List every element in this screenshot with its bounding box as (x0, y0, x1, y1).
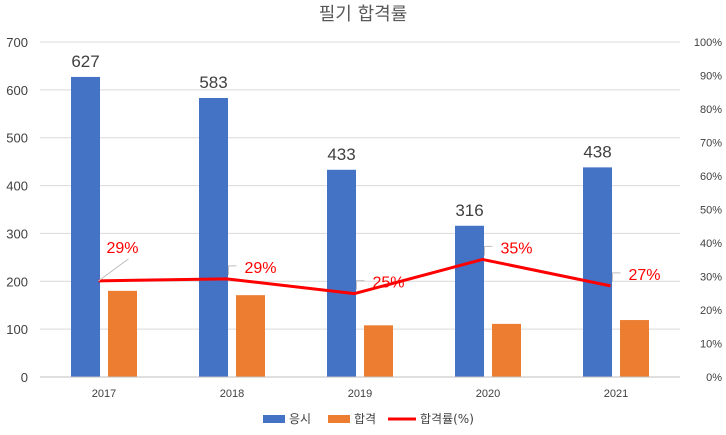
y-right-tick-label: 60% (700, 171, 722, 183)
y-right-tick-label: 100% (694, 37, 722, 49)
y-right-tick-label: 0% (706, 372, 722, 384)
x-tick-label: 2018 (220, 388, 244, 400)
bar-data-label: 627 (71, 52, 99, 71)
legend-label-passed: 합격 (354, 412, 376, 426)
bar-applicants (71, 76, 100, 377)
rate-data-label: 29% (245, 260, 277, 277)
y-right-tick-label: 10% (700, 339, 722, 351)
legend-label-rate: 합격률(%) (420, 412, 474, 426)
bar-applicants (455, 225, 484, 377)
bar-passed (620, 320, 649, 377)
bar-passed (108, 290, 137, 377)
y-left-tick-label: 200 (6, 274, 28, 289)
rate-leader-line (356, 280, 365, 290)
y-left-tick-label: 0 (21, 370, 28, 385)
bar-applicants (583, 167, 612, 377)
legend-label-applicants: 응시 (289, 412, 311, 426)
legend-swatch-applicants (263, 415, 285, 423)
rate-line (98, 257, 611, 296)
bar-data-label: 316 (455, 201, 483, 220)
bar-passed (364, 325, 393, 377)
x-tick-label: 2019 (348, 388, 372, 400)
legend-swatch-passed (328, 415, 350, 423)
legend: 응시 합격 합격률(%) (263, 412, 474, 426)
y-right-tick-label: 70% (700, 138, 722, 150)
data-labels: 627 583 433 316 438 29% 29% 25% 35% 27% (71, 52, 660, 292)
rate-data-label: 29% (107, 240, 139, 257)
rate-leader-line (228, 265, 237, 275)
y-left-tick-label: 600 (6, 83, 28, 98)
axes: 0 100 200 300 400 500 600 700 0% 10% 20% 30% 40% 50% 6… (6, 35, 722, 400)
x-tick-label: 2017 (92, 388, 116, 400)
y-left-tick-label: 400 (6, 179, 28, 194)
y-right-tick-label: 20% (700, 305, 722, 317)
bars (71, 76, 649, 377)
y-right-tick-label: 30% (700, 272, 722, 284)
rate-data-label: 25% (373, 275, 405, 292)
x-tick-label: 2020 (476, 388, 500, 400)
x-tick-label: 2021 (604, 388, 628, 400)
bar-passed (236, 295, 265, 377)
y-left-tick-label: 700 (6, 35, 28, 50)
bar-data-label: 583 (199, 73, 227, 92)
y-right-tick-label: 80% (700, 104, 722, 116)
y-right-tick-label: 90% (700, 71, 722, 83)
rate-leader-line (484, 245, 493, 256)
bar-data-label: 433 (327, 145, 355, 164)
rate-line-group (98, 257, 611, 296)
y-right-tick-label: 50% (700, 205, 722, 217)
rate-leader-line (98, 258, 129, 282)
rate-leader-line (612, 272, 621, 282)
y-left-tick-label: 300 (6, 226, 28, 241)
chart-title: 필기 합격률 (319, 4, 408, 25)
y-right-tick-label: 40% (700, 238, 722, 250)
bar-applicants (327, 169, 356, 377)
bar-data-label: 438 (583, 142, 611, 161)
rate-data-label: 35% (501, 240, 533, 257)
bar-passed (492, 323, 521, 377)
bar-applicants (199, 97, 228, 377)
y-left-tick-label: 100 (6, 322, 28, 337)
y-left-tick-label: 500 (6, 131, 28, 146)
rate-data-label: 27% (629, 267, 661, 284)
